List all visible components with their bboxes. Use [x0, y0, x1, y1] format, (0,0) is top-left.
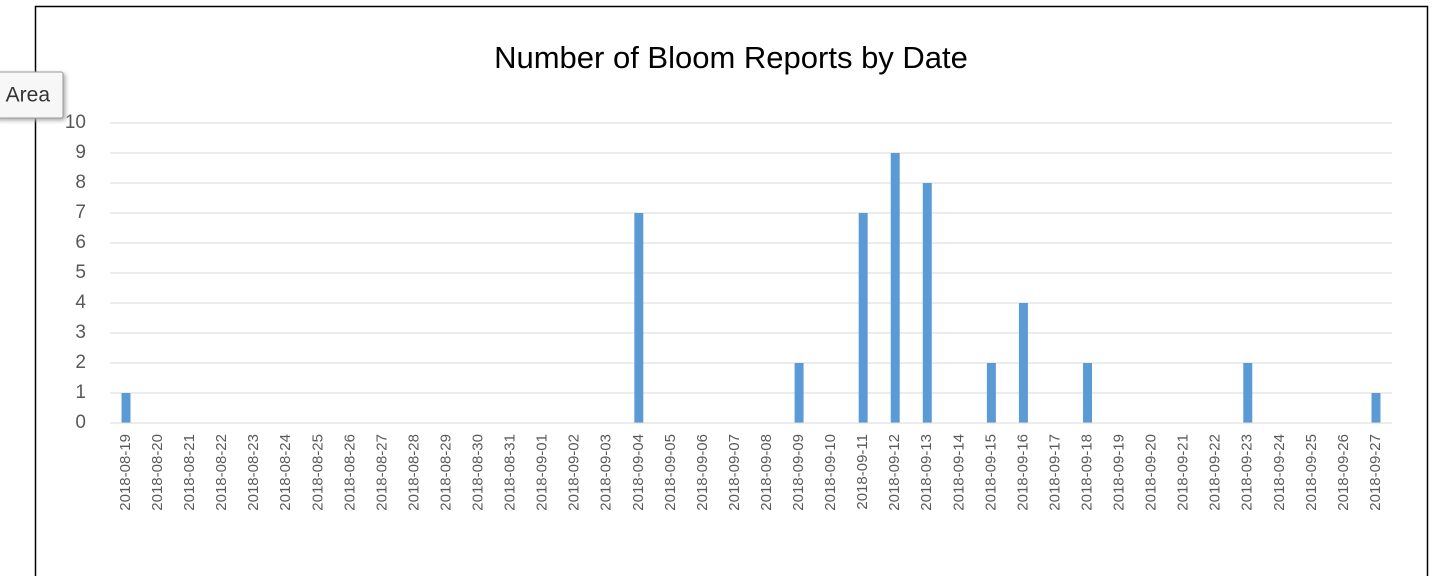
x-tick-label: 2018-09-13	[918, 434, 935, 511]
chart-border	[34, 5, 1429, 576]
x-tick-label: 2018-09-17	[1046, 434, 1063, 511]
x-tick-label: 2018-09-19	[1111, 434, 1128, 511]
y-tick-label: 7	[75, 202, 86, 223]
x-tick-label: 2018-09-25	[1303, 434, 1320, 511]
bar	[1243, 363, 1253, 423]
tooltip-box	[0, 71, 64, 119]
x-tick-label: 2018-09-15	[982, 434, 999, 511]
x-tick-label: 2018-09-11	[854, 434, 871, 510]
x-tick-label: 2018-09-02	[566, 434, 583, 511]
x-tick-label: 2018-09-12	[886, 434, 903, 511]
x-tick-label: 2018-09-05	[662, 434, 679, 511]
tooltip-text: Area	[6, 84, 51, 107]
x-tick-label: 2018-08-26	[341, 434, 358, 511]
x-tick-label: 2018-09-09	[790, 434, 807, 511]
y-tick-label: 2	[75, 352, 86, 373]
x-tick-label: 2018-08-29	[437, 434, 454, 511]
y-tick-label: 5	[75, 262, 86, 283]
x-tick-label: 2018-09-27	[1367, 434, 1384, 511]
y-tick-label: 10	[65, 112, 86, 133]
x-tick-label: 2018-09-07	[726, 434, 743, 511]
y-tick-label: 9	[75, 142, 86, 163]
x-tick-label: 2018-08-21	[181, 434, 198, 511]
y-tick-label: 4	[75, 292, 86, 313]
x-tick-label: 2018-09-06	[694, 434, 711, 511]
x-tick-label: 2018-08-31	[502, 434, 519, 511]
bar	[121, 393, 131, 423]
x-tick-label: 2018-08-19	[117, 434, 134, 511]
x-tick-label: 2018-09-03	[598, 434, 615, 511]
bar	[890, 153, 900, 423]
x-tick-label: 2018-09-26	[1335, 434, 1352, 511]
bar	[858, 213, 868, 423]
x-tick-label: 2018-08-22	[213, 434, 230, 511]
y-tick-label: 6	[75, 232, 86, 253]
x-tick-label: 2018-09-16	[1014, 434, 1031, 511]
x-tick-label: 2018-08-28	[405, 434, 422, 511]
y-tick-label: 3	[75, 322, 86, 343]
x-tick-label: 2018-09-22	[1207, 434, 1224, 511]
x-tick-label: 2018-08-20	[149, 434, 166, 511]
bar	[922, 183, 932, 423]
x-tick-label: 2018-09-20	[1143, 434, 1160, 511]
x-tick-label: 2018-09-01	[534, 434, 551, 511]
y-tick-label: 0	[75, 412, 86, 433]
x-tick-label: 2018-09-23	[1239, 434, 1256, 511]
bar	[634, 213, 644, 423]
bar	[1083, 363, 1093, 423]
x-tick-label: 2018-09-14	[950, 434, 967, 511]
x-tick-label: 2018-08-23	[245, 434, 262, 511]
bar	[1018, 303, 1028, 423]
x-tick-label: 2018-08-25	[309, 434, 326, 511]
y-tick-label: 1	[75, 382, 86, 403]
chart-title: Number of Bloom Reports by Date	[494, 40, 968, 75]
x-tick-label: 2018-09-10	[822, 434, 839, 511]
x-tick-label: 2018-09-24	[1271, 434, 1288, 511]
x-tick-label: 2018-09-18	[1078, 434, 1095, 511]
x-tick-label: 2018-09-21	[1175, 434, 1192, 511]
bar	[794, 363, 804, 423]
x-tick-label: 2018-08-30	[470, 434, 487, 511]
x-tick-label: 2018-09-08	[758, 434, 775, 511]
x-tick-label: 2018-09-04	[630, 434, 647, 511]
x-tick-label: 2018-08-24	[277, 434, 294, 511]
y-tick-label: 8	[75, 172, 86, 193]
bar	[1371, 393, 1381, 423]
bar	[986, 363, 996, 423]
x-tick-label: 2018-08-27	[373, 434, 390, 511]
